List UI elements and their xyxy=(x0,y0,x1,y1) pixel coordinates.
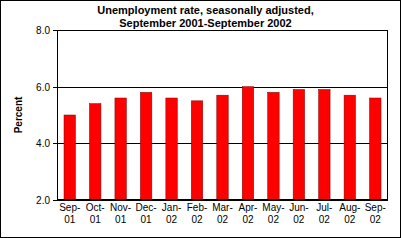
y-tick xyxy=(53,30,57,31)
x-tick-label-line: Oct- xyxy=(86,202,105,213)
title: Unemployment rate, seasonally adjusted, xyxy=(97,4,313,16)
x-tick-label-line: Jul- xyxy=(316,202,332,213)
x-tick-label-line: 01 xyxy=(115,214,127,225)
chart-border xyxy=(1,1,401,238)
x-tick-label-line: 02 xyxy=(217,214,229,225)
x-tick-label-line: 02 xyxy=(242,214,254,225)
bar xyxy=(64,115,75,200)
x-tick-label: Jul-02 xyxy=(316,202,332,225)
x-tick-label-line: 02 xyxy=(344,214,356,225)
y-tick-label: 8.0 xyxy=(36,25,50,36)
x-tick-label-line: Aug- xyxy=(339,202,360,213)
x-tick-label-line: Dec- xyxy=(136,202,157,213)
grid-line xyxy=(57,200,388,201)
y-tick-label: 4.0 xyxy=(36,138,50,149)
bars xyxy=(64,87,381,200)
x-tick-label-line: 01 xyxy=(64,214,76,225)
bar xyxy=(140,92,151,200)
chart: Unemployment rate, seasonally adjusted,S… xyxy=(0,0,401,238)
x-tick-label-line: Sep- xyxy=(365,202,386,213)
y-tick xyxy=(53,87,57,88)
bar xyxy=(191,101,202,200)
bar xyxy=(344,95,355,200)
y-tick xyxy=(53,200,57,201)
x-tick-label-line: 02 xyxy=(319,214,331,225)
y-tick xyxy=(53,143,57,144)
x-tick-label-line: 02 xyxy=(268,214,280,225)
x-tick-label-line: 02 xyxy=(370,214,382,225)
bar xyxy=(166,98,177,200)
x-tick-label-line: Jun- xyxy=(289,202,308,213)
bar xyxy=(242,87,253,200)
grid-line xyxy=(57,87,388,88)
x-tick-label: Aug-02 xyxy=(339,202,360,225)
bar xyxy=(370,98,381,200)
y-tick-label: 2.0 xyxy=(36,195,50,206)
bar xyxy=(115,98,126,200)
x-tick-label-line: 02 xyxy=(293,214,305,225)
x-tick-label-line: 02 xyxy=(191,214,203,225)
y-tick-label: 6.0 xyxy=(36,82,50,93)
plot-frame xyxy=(58,31,388,200)
x-tick-label: Mar-02 xyxy=(212,202,233,225)
bar xyxy=(293,90,304,201)
x-tick-label-line: Jan- xyxy=(162,202,181,213)
x-tick-label: Dec-01 xyxy=(136,202,157,225)
title: September 2001-September 2002 xyxy=(119,17,291,29)
x-tick-label-line: Apr- xyxy=(239,202,258,213)
x-tick-label: May-02 xyxy=(262,202,284,225)
x-tick-label-line: 01 xyxy=(90,214,102,225)
x-tick-label: Oct-01 xyxy=(86,202,105,225)
x-tick-label: Nov-01 xyxy=(110,202,131,225)
x-tick-label-line: 01 xyxy=(141,214,153,225)
y-axis-label: Percent xyxy=(13,96,24,133)
bar xyxy=(319,90,330,201)
bar xyxy=(89,104,100,200)
x-tick-label: Sep-01 xyxy=(59,202,80,225)
x-tick-label-line: Sep- xyxy=(59,202,80,213)
bar xyxy=(217,95,228,200)
bar xyxy=(268,92,279,200)
x-tick-label-line: Feb- xyxy=(187,202,208,213)
x-tick-label: Sep-02 xyxy=(365,202,386,225)
x-tick-label-line: May- xyxy=(262,202,284,213)
x-tick-label: Apr-02 xyxy=(239,202,258,225)
x-tick-label-line: Nov- xyxy=(110,202,131,213)
x-tick-label: Jan-02 xyxy=(162,202,181,225)
x-tick-label-line: 02 xyxy=(166,214,178,225)
x-tick-label: Jun-02 xyxy=(289,202,308,225)
x-tick-label-line: Mar- xyxy=(212,202,233,213)
x-tick-label: Feb-02 xyxy=(187,202,208,225)
